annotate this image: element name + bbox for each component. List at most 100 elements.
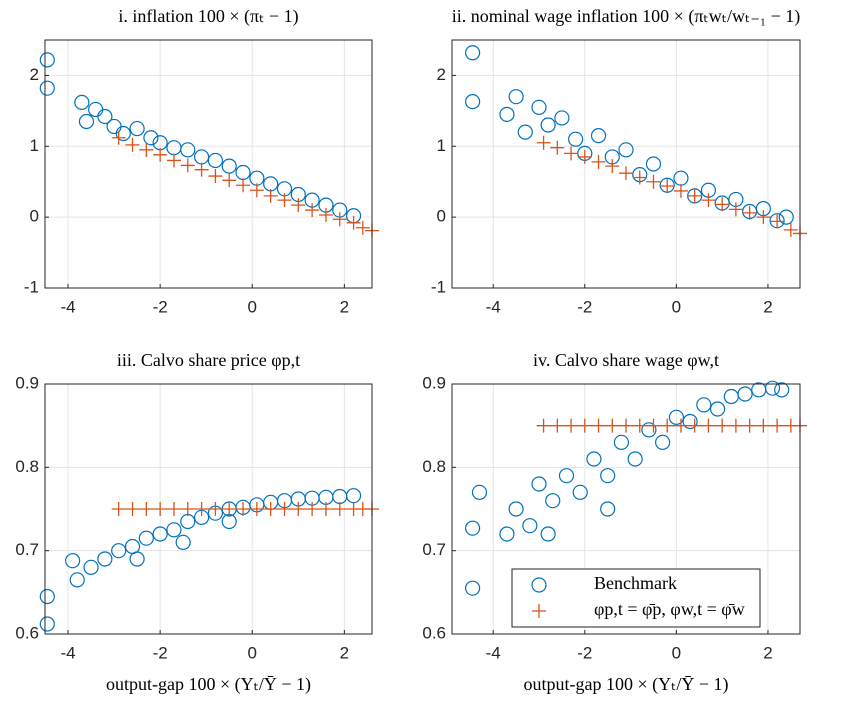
marker-plus: [715, 418, 730, 433]
marker-plus: [263, 502, 278, 516]
x-tick-label: 2: [763, 297, 772, 316]
x-tick-label: 2: [340, 297, 349, 316]
marker-circle: [180, 142, 196, 158]
marker-plus: [277, 502, 292, 516]
marker-circle: [115, 125, 131, 142]
subplot-title: iv. Calvo share wage φw,t: [533, 350, 719, 370]
marker-circle: [600, 501, 616, 517]
marker-plus: [742, 205, 757, 220]
marker-circle: [540, 526, 556, 542]
marker-plus: [687, 188, 702, 203]
marker-circle: [696, 397, 712, 413]
marker-circle: [627, 451, 643, 467]
marker-plus: [577, 149, 592, 164]
marker-circle: [175, 534, 191, 550]
marker-plus: [153, 502, 168, 516]
marker-circle: [129, 120, 145, 137]
y-tick-label: 0.7: [422, 540, 446, 559]
marker-circle: [74, 94, 90, 110]
marker-circle: [508, 89, 524, 105]
y-tick-label: -1: [24, 277, 39, 296]
marker-plus: [564, 146, 579, 161]
marker-plus: [236, 178, 251, 193]
x-tick-label: -4: [60, 297, 75, 316]
x-tick-label: -4: [486, 643, 501, 662]
subplot: -4 -2 0 2 0.6 0.7 0.8 0.9 iv. Calvo share wage φ…: [422, 350, 807, 695]
marker-circle: [522, 518, 538, 534]
legend-label: φp,t = φ̄p, φw,t = φ̄w: [594, 599, 745, 619]
marker-circle: [78, 113, 95, 130]
x-tick-label: 2: [763, 643, 772, 662]
marker-plus: [742, 418, 757, 433]
y-tick-label: 0: [30, 207, 39, 226]
marker-circle: [618, 142, 634, 158]
marker-circle: [39, 52, 55, 68]
subplot-title: ii. nominal wage inflation 100 × (πₜwₜ/w…: [452, 6, 801, 27]
marker-plus: [536, 135, 551, 150]
marker-plus: [687, 418, 702, 433]
marker-plus: [291, 502, 306, 516]
plot-area: [45, 40, 372, 288]
marker-plus: [605, 159, 620, 174]
marker-plus: [277, 193, 292, 208]
plot-frame: [44, 383, 373, 635]
marker-plus: [332, 212, 347, 227]
marker-plus: [208, 502, 223, 516]
marker-circle: [737, 386, 753, 402]
marker-circle: [97, 551, 113, 567]
marker-circle: [655, 434, 671, 450]
marker-plus: [646, 174, 661, 189]
marker-plus: [249, 502, 264, 516]
marker-plus: [632, 418, 647, 433]
y-tick-label: 0.6: [422, 623, 446, 642]
marker-plus: [194, 162, 209, 177]
plot-frame: [451, 383, 801, 635]
x-tick-label: -4: [60, 643, 75, 662]
marker-plus: [770, 214, 785, 229]
marker-plus: [208, 169, 223, 184]
marker-circle: [668, 409, 684, 425]
plot-frame: [44, 39, 373, 289]
marker-plus: [355, 220, 370, 235]
marker-circle: [143, 130, 159, 146]
x-tick-label: 0: [248, 643, 257, 662]
y-tick-label: -1: [431, 277, 446, 296]
marker-plus: [756, 418, 771, 433]
y-tick-label: 0.6: [15, 623, 39, 642]
subplot: -4 -2 0 2 -1 0 1 2 i. inflation 100 × (πₜ − 1): [24, 6, 379, 316]
marker-circle: [774, 382, 790, 398]
marker-circle: [645, 156, 662, 172]
marker-circle: [641, 422, 657, 438]
marker-circle: [97, 108, 113, 125]
marker-circle: [531, 577, 547, 593]
marker-plus: [249, 183, 264, 198]
marker-plus: [550, 140, 565, 155]
marker-circle: [540, 117, 556, 133]
y-tick-label: 0.8: [15, 457, 39, 476]
x-axis-label: output-gap 100 × (Yₜ/Ȳ − 1): [106, 674, 311, 695]
marker-circle: [83, 559, 99, 575]
x-tick-label: 0: [672, 643, 681, 662]
marker-plus: [770, 418, 785, 433]
marker-plus: [111, 130, 126, 145]
y-tick-label: 0: [437, 207, 446, 226]
marker-plus: [660, 178, 675, 193]
marker-plus: [222, 502, 237, 516]
marker-circle: [531, 476, 547, 492]
marker-plus: [332, 502, 347, 516]
marker-plus: [532, 604, 546, 618]
marker-plus: [153, 147, 168, 162]
marker-plus: [673, 418, 688, 433]
marker-circle: [39, 80, 55, 96]
marker-circle: [499, 526, 515, 542]
marker-plus: [701, 418, 716, 433]
marker-plus: [139, 502, 154, 516]
marker-plus: [222, 173, 237, 188]
marker-plus: [591, 418, 606, 433]
marker-plus: [577, 418, 592, 433]
y-tick-label: 0.7: [15, 540, 39, 559]
marker-circle: [471, 484, 488, 500]
marker-plus: [715, 197, 730, 212]
x-tick-label: -4: [486, 297, 501, 316]
subplot-title: iii. Calvo share price φp,t: [117, 350, 300, 370]
